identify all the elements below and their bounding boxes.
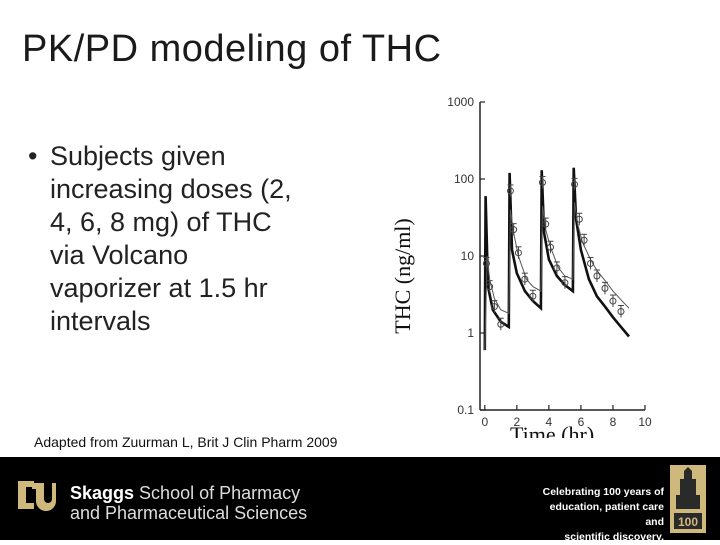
- data-point: [529, 292, 537, 300]
- x-tick-label: 8: [610, 415, 617, 429]
- observed-line: [483, 167, 630, 351]
- x-tick-label: 6: [578, 415, 585, 429]
- y-tick-label: 10: [461, 249, 475, 263]
- data-point: [514, 249, 522, 257]
- x-tick-label: 2: [514, 415, 521, 429]
- y-tick-label: 0.1: [457, 403, 474, 417]
- data-point: [571, 180, 579, 188]
- slide-title: PK/PD modeling of THC: [22, 28, 442, 70]
- data-point: [617, 308, 625, 316]
- data-point: [546, 243, 554, 251]
- tagline-line-3: scientific discovery.: [564, 531, 664, 543]
- bullet-point-marker: •: [28, 141, 38, 171]
- data-point: [490, 303, 498, 311]
- cu-logo-icon: [18, 481, 56, 511]
- data-point: [506, 187, 514, 195]
- pk-concentration-chart: 0.1 1 10 100 1000 0 2 4 6 8 10 THC (ng/ml) Time (hr): [390, 95, 652, 438]
- y-tick-label: 1: [467, 326, 474, 340]
- tagline-line-1: Celebrating 100 years of: [542, 486, 664, 498]
- data-point: [561, 279, 569, 287]
- data-point: [497, 320, 505, 328]
- badge-text: 100: [678, 515, 698, 529]
- citation-text: Adapted from Zuurman L, Brit J Clin Phar…: [34, 434, 338, 450]
- y-tick-label: 1000: [447, 95, 474, 109]
- data-point: [553, 264, 561, 272]
- x-tick-label: 0: [481, 415, 488, 429]
- data-point: [609, 297, 617, 305]
- bullet-text: Subjects given increasing doses (2, 4, 6…: [50, 141, 292, 336]
- data-point: [593, 272, 601, 280]
- y-axis-label: THC (ng/ml): [390, 218, 415, 334]
- data-point: [587, 259, 595, 267]
- data-point: [580, 236, 588, 244]
- data-point: [575, 215, 583, 223]
- footer-bar: Skaggs School of Pharmacy and Pharmaceut…: [0, 457, 720, 543]
- centennial-badge-icon: 100: [670, 465, 706, 533]
- data-point: [542, 220, 550, 228]
- centennial-tagline: Celebrating 100 years of education, pati…: [540, 485, 664, 545]
- school-name-bold: Skaggs: [70, 483, 135, 503]
- data-point: [486, 283, 494, 291]
- school-name-rest: School of Pharmacy: [139, 483, 301, 503]
- school-name-line2: and Pharmaceutical Sciences: [70, 503, 308, 523]
- y-tick-label: 100: [454, 172, 474, 186]
- school-name: Skaggs School of Pharmacy and Pharmaceut…: [70, 483, 307, 523]
- x-axis-label: Time (hr): [510, 422, 594, 438]
- data-point: [510, 226, 518, 234]
- data-point: [538, 179, 546, 187]
- data-point: [482, 259, 490, 267]
- data-point: [521, 275, 529, 283]
- tagline-line-2: education, patient care and: [549, 501, 664, 528]
- x-tick-label: 4: [546, 415, 553, 429]
- x-tick-label: 10: [638, 415, 652, 429]
- data-point: [601, 284, 609, 292]
